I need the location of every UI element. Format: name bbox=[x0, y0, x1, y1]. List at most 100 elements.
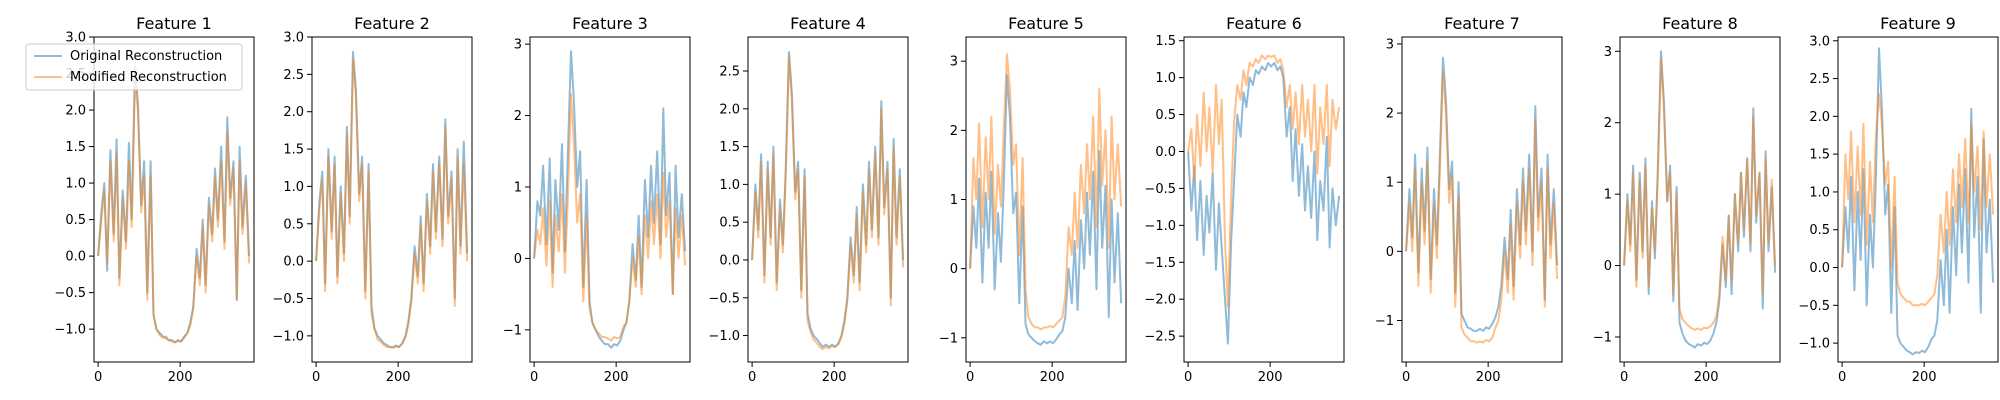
y-tick-label: 0.0 bbox=[283, 255, 304, 270]
series-group bbox=[1187, 54, 1341, 345]
subplot-feature-3: Feature 3 0 200 −1 0 1 2 3 bbox=[503, 14, 691, 385]
y-tick-label: −0.5 bbox=[1798, 299, 1830, 314]
series-group bbox=[533, 50, 687, 349]
series-line-modified bbox=[1841, 92, 1995, 307]
subplot-feature-5: Feature 5 0 200 −1 0 1 2 3 bbox=[939, 14, 1127, 385]
axes-frame bbox=[1837, 36, 1999, 363]
x-tick-label: 200 bbox=[1040, 370, 1065, 385]
y-tick-label: −0.5 bbox=[272, 292, 304, 307]
series-line-modified bbox=[533, 93, 687, 342]
series-line-original bbox=[1187, 61, 1341, 345]
y-tick-label: 2.0 bbox=[719, 102, 740, 117]
y-tick-label: 3 bbox=[950, 55, 958, 70]
y-tick-label: 0.0 bbox=[1155, 145, 1176, 160]
y-tick-label: 0.5 bbox=[719, 216, 740, 231]
y-tick-label: −2.5 bbox=[1144, 330, 1176, 345]
axes-frame bbox=[311, 36, 473, 363]
x-tick-label: 200 bbox=[168, 370, 193, 385]
legend-label-original: Original Reconstruction bbox=[70, 49, 222, 64]
y-tick-label: 0.0 bbox=[719, 253, 740, 268]
series-line-modified bbox=[969, 53, 1123, 331]
y-tick-label: −2.0 bbox=[1144, 293, 1176, 308]
x-tick-label: 200 bbox=[1694, 370, 1719, 385]
y-tick-label: 1.0 bbox=[719, 178, 740, 193]
series-line-original bbox=[1841, 47, 1995, 356]
y-tick-label: 2.0 bbox=[65, 104, 86, 119]
y-tick-label: 0.0 bbox=[1809, 261, 1830, 276]
y-tick-label: 3 bbox=[514, 38, 522, 53]
y-tick-label: −0.5 bbox=[708, 291, 740, 306]
subplot-title: Feature 6 bbox=[1226, 14, 1302, 33]
series-line-modified bbox=[1405, 70, 1559, 344]
y-tick-label: −1 bbox=[503, 323, 522, 338]
y-tick-label: 2 bbox=[514, 109, 522, 124]
series-line-modified bbox=[751, 54, 905, 351]
y-tick-label: −1.5 bbox=[1144, 256, 1176, 271]
x-tick-label: 200 bbox=[1476, 370, 1501, 385]
y-tick-label: −1 bbox=[1593, 331, 1612, 346]
subplot-title: Feature 8 bbox=[1662, 14, 1738, 33]
series-group bbox=[969, 53, 1123, 346]
y-tick-label: 0.5 bbox=[1809, 223, 1830, 238]
subplot-title: Feature 3 bbox=[572, 14, 648, 33]
subplot-feature-4: Feature 4 0 200 −1.0 −0.5 0.0 0.5 1.0 1.5 2.0 2.5 bbox=[708, 14, 909, 385]
y-tick-label: 3.0 bbox=[65, 31, 86, 46]
series-line-modified bbox=[97, 79, 251, 344]
y-tick-label: −1.0 bbox=[54, 323, 86, 338]
y-tick-label: 1 bbox=[1386, 176, 1394, 191]
subplot-title: Feature 7 bbox=[1444, 14, 1520, 33]
y-tick-label: 1.5 bbox=[283, 143, 304, 158]
axes-frame bbox=[529, 36, 691, 363]
x-tick-label: 200 bbox=[386, 370, 411, 385]
y-tick-label: 2 bbox=[950, 124, 958, 139]
legend-frame bbox=[25, 43, 243, 91]
series-group bbox=[1623, 50, 1777, 349]
y-tick-label: −0.5 bbox=[54, 286, 86, 301]
y-tick-label: 0 bbox=[1386, 245, 1394, 260]
x-tick-label: 0 bbox=[94, 370, 102, 385]
y-tick-label: −1.0 bbox=[1798, 337, 1830, 352]
subplot-feature-8: Feature 8 0 200 −1 0 1 2 3 bbox=[1593, 14, 1781, 385]
axes-frame bbox=[1183, 36, 1345, 363]
subplot-title: Feature 1 bbox=[136, 14, 212, 33]
y-tick-label: 2 bbox=[1386, 107, 1394, 122]
x-tick-label: 0 bbox=[1184, 370, 1192, 385]
series-group bbox=[315, 50, 469, 349]
y-tick-label: 0 bbox=[514, 252, 522, 267]
axes-frame bbox=[93, 36, 255, 363]
y-tick-label: 2.5 bbox=[719, 65, 740, 80]
series-group bbox=[97, 65, 251, 344]
y-tick-label: −1.0 bbox=[272, 329, 304, 344]
x-tick-label: 0 bbox=[748, 370, 756, 385]
subplot-title: Feature 5 bbox=[1008, 14, 1084, 33]
subplot-feature-6: Feature 6 0 200 −2.5 −2.0 −1.5 −1.0 −0.5 0.0 0.5 1… bbox=[1144, 14, 1345, 385]
x-tick-label: 0 bbox=[1838, 370, 1846, 385]
legend-label-modified: Modified Reconstruction bbox=[70, 70, 227, 85]
series-line-original bbox=[969, 74, 1123, 346]
y-tick-label: −1.0 bbox=[708, 329, 740, 344]
y-tick-label: −0.5 bbox=[1144, 182, 1176, 197]
y-tick-label: 0.5 bbox=[283, 217, 304, 232]
y-tick-label: 3 bbox=[1386, 37, 1394, 52]
series-group bbox=[1405, 56, 1559, 344]
subplot-title: Feature 2 bbox=[354, 14, 430, 33]
x-tick-label: 0 bbox=[966, 370, 974, 385]
y-tick-label: 1.0 bbox=[283, 180, 304, 195]
axes-frame bbox=[1619, 36, 1781, 363]
y-tick-label: 3.0 bbox=[283, 31, 304, 46]
y-tick-label: 1.0 bbox=[65, 177, 86, 192]
y-tick-label: 2 bbox=[1604, 116, 1612, 131]
x-tick-label: 0 bbox=[530, 370, 538, 385]
y-tick-label: 2.5 bbox=[283, 68, 304, 83]
y-tick-label: 1.5 bbox=[1155, 34, 1176, 49]
y-tick-label: −1 bbox=[939, 331, 958, 346]
subplot-feature-7: Feature 7 0 200 −1 0 1 2 3 bbox=[1375, 14, 1563, 385]
x-tick-label: 200 bbox=[822, 370, 847, 385]
series-line-modified bbox=[315, 58, 469, 349]
y-tick-label: 1 bbox=[1604, 188, 1612, 203]
y-tick-label: 1.0 bbox=[1809, 185, 1830, 200]
series-line-modified bbox=[1623, 57, 1777, 331]
y-tick-label: 1.5 bbox=[719, 140, 740, 155]
x-tick-label: 200 bbox=[1912, 370, 1937, 385]
